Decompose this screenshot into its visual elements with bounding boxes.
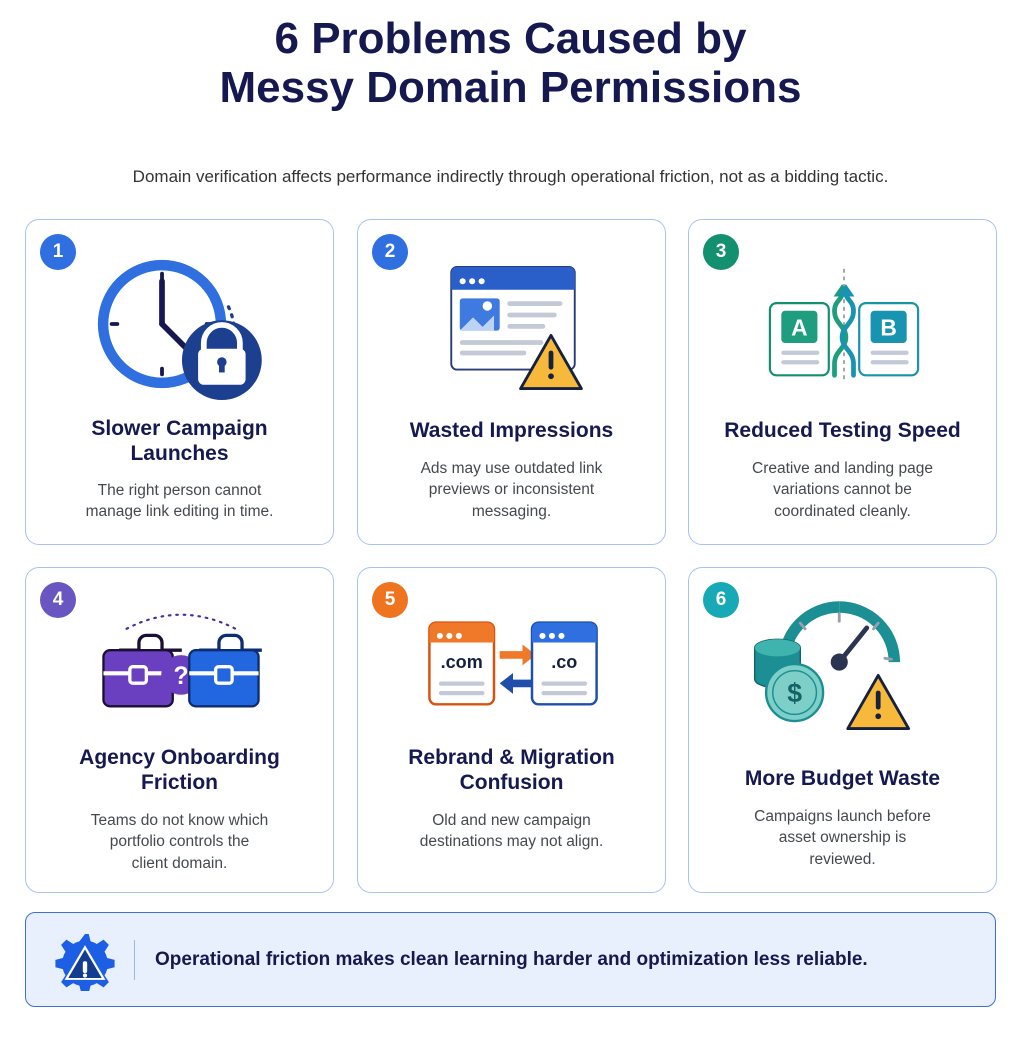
svg-text:.co: .co [551,652,577,672]
svg-text:B: B [880,314,896,340]
svg-text:A: A [791,314,807,340]
svg-text:?: ? [173,663,188,690]
svg-text:$: $ [787,678,802,708]
svg-text:.com: .com [441,652,483,672]
